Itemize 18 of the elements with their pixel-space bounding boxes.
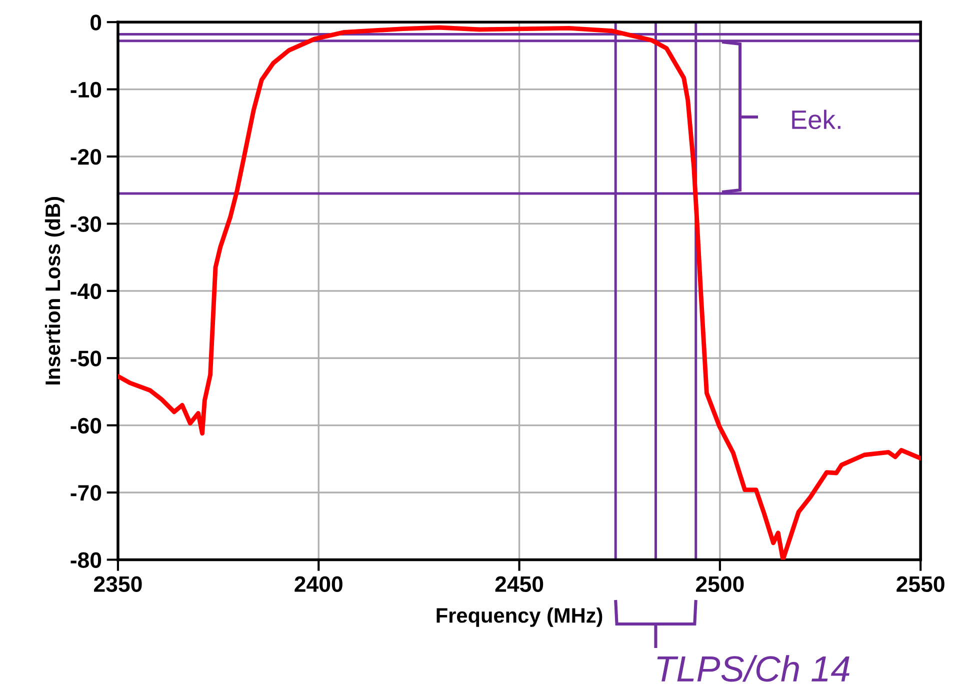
x-tick-label: 2500 xyxy=(696,576,744,592)
y-tick-label: -80 xyxy=(70,552,102,568)
x-axis-title: Frequency (MHz) xyxy=(436,608,602,627)
text: TLPS/Ch 14 xyxy=(657,655,850,682)
x-tick-label: 2550 xyxy=(896,576,944,592)
y-tick-label: -70 xyxy=(70,485,102,501)
y-tick-label: -20 xyxy=(70,149,102,165)
x-tick-label: 2400 xyxy=(294,576,342,592)
x-tick-label: 2350 xyxy=(94,576,142,592)
y-tick-label: -40 xyxy=(70,283,102,300)
y-tick-label: -30 xyxy=(70,216,102,232)
y-tick-label: 0 xyxy=(90,14,102,30)
y-tick-label: -60 xyxy=(70,418,102,434)
y-tick-label: -10 xyxy=(70,82,102,98)
y-axis-title: Insertion Loss (dB) xyxy=(44,197,64,384)
y-tick-label: -50 xyxy=(70,350,102,366)
annotation: Eek. xyxy=(792,110,840,130)
x-tick-label: 2450 xyxy=(495,576,544,592)
